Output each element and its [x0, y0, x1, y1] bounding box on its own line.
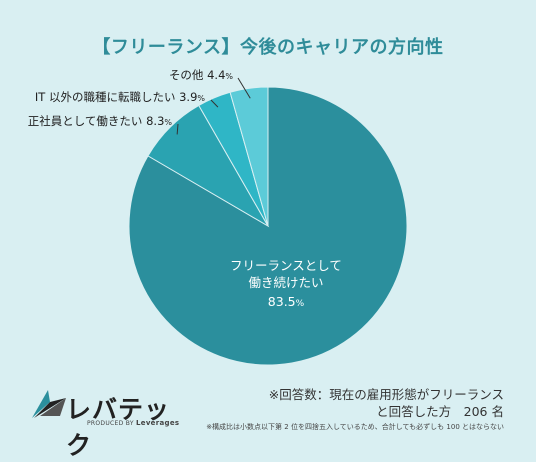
logo-sub-brand: Leverages [136, 419, 180, 427]
respondents-note-line2: と回答した方 206 名 [376, 404, 504, 419]
leader-line [237, 77, 251, 99]
slice-label: 働き続けたい [248, 275, 323, 290]
slice-label: IT 以外の職種に転職したい 3.9% [35, 90, 206, 104]
logo-sub-prefix: PRODUCED BY [87, 420, 134, 427]
leveteck-logo: レバテック PRODUCED BY Leverages [30, 388, 190, 460]
leader-line [176, 123, 179, 135]
chart-title: 【フリーランス】今後のキャリアの方向性 [92, 37, 444, 58]
slice-label: 正社員として働きたい 8.3% [28, 114, 173, 128]
slice-label: その他 4.4% [169, 68, 233, 82]
respondents-note-line1: ※回答数：現在の雇用形態がフリーランス [268, 387, 504, 402]
logo-subtitle: PRODUCED BY Leverages [87, 419, 179, 427]
rounding-note: ※構成比は小数点以下第 2 位を四捨五入しているため、合計しても必ずしも 100… [206, 423, 504, 431]
leader-line [210, 99, 219, 108]
pie-slice [229, 86, 269, 227]
respondents-note: ※回答数：現在の雇用形態がフリーランス と回答した方 206 名 [204, 386, 504, 420]
logo-mark-icon [32, 390, 66, 418]
slice-value-label: 83.5% [268, 294, 305, 309]
slice-label: フリーランスとして [230, 258, 342, 273]
logo-name: レバテック [66, 395, 171, 460]
